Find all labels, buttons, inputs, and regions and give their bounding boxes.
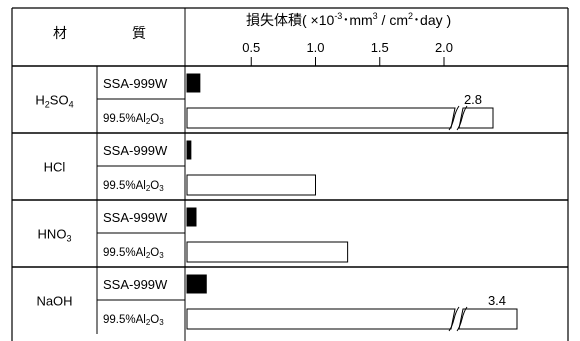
bar [186,207,197,227]
material-label: 99.5%Al2O3 [103,180,164,193]
x-tick-label: 1.0 [306,40,324,55]
bar [186,308,456,330]
material-label: SSA-999W [103,76,168,91]
bar-broken-segment [458,107,494,129]
header-material-char-2: 質 [132,25,146,41]
material-label: SSA-999W [103,277,168,292]
x-tick-label: 2.0 [435,40,453,55]
chemical-label-part: H [35,93,44,108]
chemical-label-part: NaOH [36,294,72,309]
material-label-part: 99.5%Al [103,180,146,192]
bar [186,73,201,93]
material-label-part: 2 [146,318,151,327]
bar [186,274,207,294]
axis-break-mark [448,105,460,131]
bar [186,241,349,263]
table-grid [11,7,569,341]
chemical-label: HNO3 [38,227,72,244]
bar [186,107,456,129]
chemical-label-part: HNO [38,227,67,242]
axis-break-mark [456,105,468,131]
chemical-label-part: 4 [69,100,74,110]
material-label-part: 2 [146,117,151,126]
chart-rows: H2SO4SSA-999W99.5%Al2O32.8HClSSA-999W99.… [35,73,518,332]
material-label-part: O [150,113,159,125]
bar-broken-segment [458,308,518,330]
x-tick-label: 0.5 [242,40,260,55]
bar [186,174,316,196]
chemical-label: NaOH [36,294,72,309]
x-tick-label: 1.5 [371,40,389,55]
material-label-part: 99.5%Al [103,314,146,326]
material-label: SSA-999W [103,210,168,225]
material-label-part: 2 [146,251,151,260]
material-label: 99.5%Al2O3 [103,314,164,327]
material-label-part: 3 [159,117,164,126]
value-label: 2.8 [464,92,482,107]
chart-title: 損失体積( ×10-3･mm3 / cm2･day ) [246,11,451,28]
material-label-part: 99.5%Al [103,113,146,125]
value-label: 3.4 [488,293,506,308]
axis-break-mark [456,306,468,332]
material-label-part: 99.5%Al [103,247,146,259]
x-axis-ticks: 0.5 1.0 1.5 2.0 [242,40,453,66]
material-label-part: 2 [146,184,151,193]
material-label-part: O [150,180,159,192]
material-label-part: O [150,314,159,326]
material-label-part: 3 [159,184,164,193]
chemical-label-part: 3 [66,234,71,244]
material-label-part: 3 [159,318,164,327]
header-material-char-1: 材 [53,25,67,41]
material-label-part: 3 [159,251,164,260]
material-label-part: O [150,247,159,259]
chemical-label: HCl [44,160,66,175]
chemical-label-part: 2 [45,100,50,110]
material-label: 99.5%Al2O3 [103,113,164,126]
axis-break-mark [448,306,460,332]
material-label: 99.5%Al2O3 [103,247,164,260]
chemical-label-part: SO [50,93,69,108]
material-label: SSA-999W [103,143,168,158]
bar [186,140,192,160]
chemical-label: H2SO4 [35,93,73,110]
chemical-label-part: HCl [44,160,66,175]
